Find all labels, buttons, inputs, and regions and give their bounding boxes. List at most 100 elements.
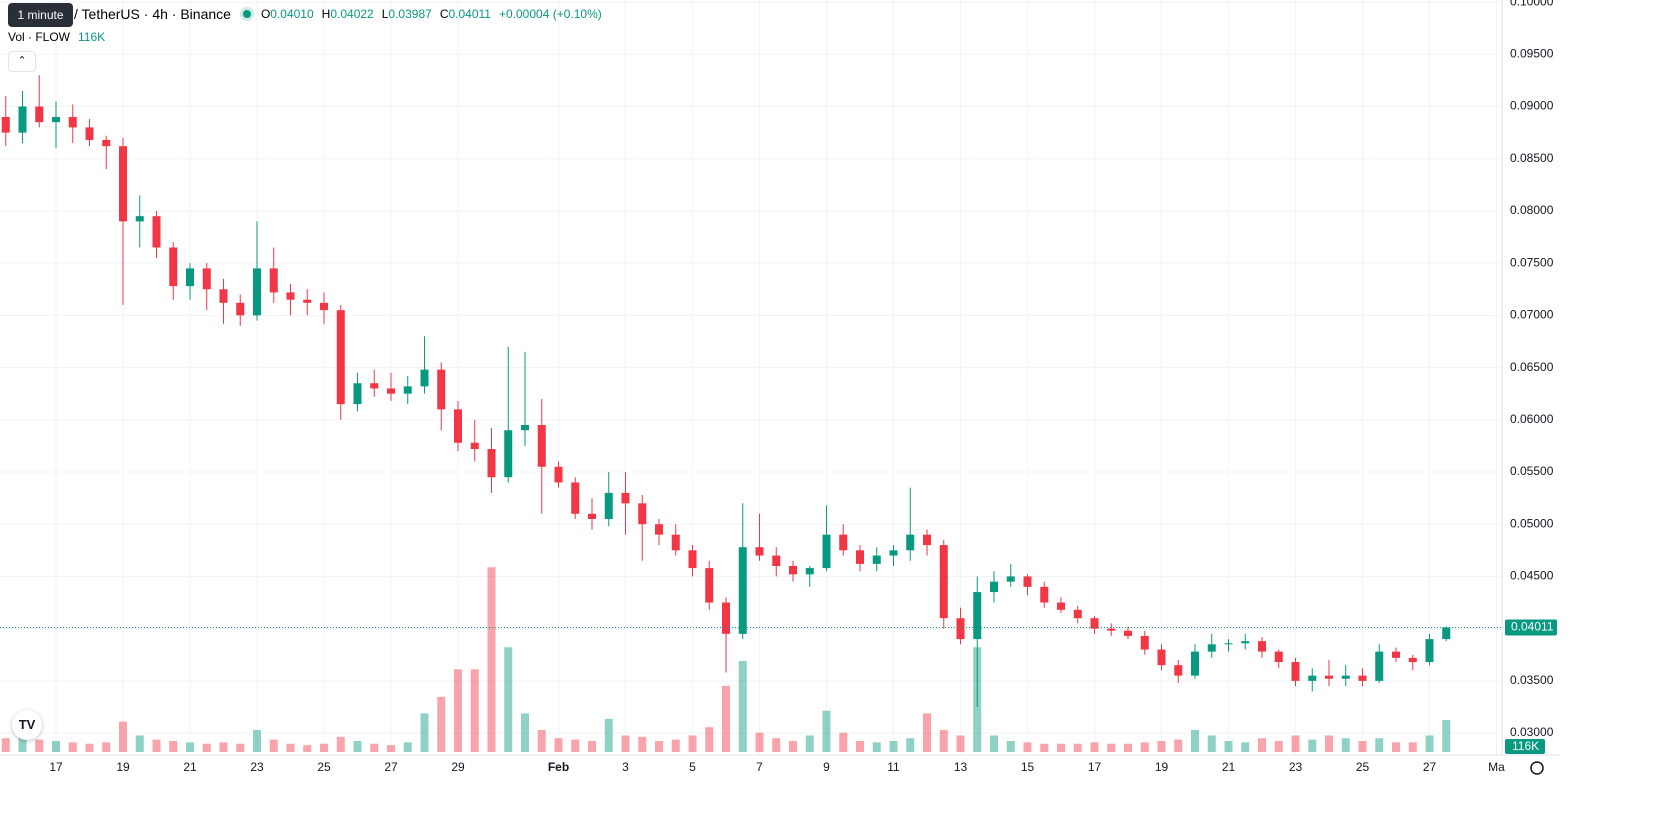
volume-axis-label: 116K xyxy=(1512,739,1539,753)
candle-body xyxy=(202,268,211,290)
candle-body xyxy=(738,547,747,634)
volume-bar xyxy=(135,735,144,752)
candle-body xyxy=(420,369,429,387)
volume-bar xyxy=(822,710,831,752)
volume-bar xyxy=(1325,735,1333,752)
volume-bar xyxy=(671,739,680,752)
x-tick-label: 13 xyxy=(954,760,968,774)
volume-bar xyxy=(604,718,613,752)
candle-body xyxy=(1174,665,1183,676)
candle-body xyxy=(638,503,647,525)
volume-bar xyxy=(1291,735,1300,752)
candle-body xyxy=(805,568,814,575)
logo: TV xyxy=(12,710,42,740)
volume-bar xyxy=(722,685,730,752)
candle-body xyxy=(671,534,680,551)
x-tick-label: Ma xyxy=(1488,760,1505,774)
candle-body xyxy=(1107,628,1116,631)
volume-bar xyxy=(1040,743,1049,752)
volume-bar xyxy=(1174,739,1183,752)
volume-bar xyxy=(437,696,446,752)
volume-bar xyxy=(504,647,513,752)
volume-box xyxy=(1505,739,1545,754)
c-label: C xyxy=(439,7,449,21)
candle-body xyxy=(18,106,27,133)
volume-bar xyxy=(990,735,998,752)
candle-body xyxy=(286,292,295,300)
candle-body xyxy=(906,534,915,551)
volume-bar xyxy=(487,567,496,752)
candle-body xyxy=(1073,609,1082,619)
volume-bar xyxy=(1124,743,1132,752)
volume-bar xyxy=(1358,740,1367,752)
candle-body xyxy=(253,268,261,316)
volume-bar xyxy=(571,739,580,752)
candle-body xyxy=(1274,651,1283,663)
volume-bar xyxy=(588,740,596,752)
candle-body xyxy=(403,386,412,394)
collapse-button[interactable]: ⌃ xyxy=(8,51,36,72)
volume-row: Vol · FLOW 116K xyxy=(8,30,105,44)
volume-bar xyxy=(119,721,127,752)
candle-body xyxy=(1207,644,1216,652)
volume-bar xyxy=(906,738,915,752)
y-tick-label: 0.04500 xyxy=(1510,569,1554,583)
candle-body xyxy=(789,565,797,575)
y-tick-label: 0.08000 xyxy=(1510,203,1554,217)
candle-body xyxy=(655,524,663,535)
volume-bar xyxy=(202,743,211,752)
volume-bar xyxy=(839,732,848,752)
candle-body xyxy=(990,581,998,593)
settings-icon[interactable] xyxy=(1530,761,1544,775)
candle-body xyxy=(303,299,312,303)
candle-body xyxy=(604,492,613,519)
y-tick-label: 0.06500 xyxy=(1510,360,1554,374)
volume-bar xyxy=(655,740,663,752)
change: +0.00004 (+0.10%) xyxy=(498,7,602,21)
volume-bar xyxy=(1140,742,1149,752)
x-tick-label: 11 xyxy=(887,760,900,774)
volume-bar xyxy=(1274,740,1283,752)
status-dot xyxy=(242,10,251,18)
volume-bar xyxy=(956,735,965,752)
candle-body xyxy=(269,268,278,293)
candle-body xyxy=(1090,618,1099,629)
candle-body xyxy=(102,139,111,147)
x-tick-label: 25 xyxy=(1356,760,1370,774)
volume-bar xyxy=(403,742,412,752)
candle-body xyxy=(353,383,362,405)
y-tick-label: 0.07000 xyxy=(1510,308,1554,322)
volume-bar xyxy=(1006,740,1015,752)
candle-body xyxy=(1408,657,1417,663)
candle-body xyxy=(1442,627,1451,640)
candle-body xyxy=(219,289,228,303)
volume-bar xyxy=(1073,743,1082,752)
volume-bar xyxy=(186,742,194,752)
tooltip: 1 minute xyxy=(8,3,73,27)
candle-body xyxy=(470,442,479,450)
candle-body xyxy=(688,550,697,569)
candle-body xyxy=(923,534,931,546)
volume-bar xyxy=(35,739,44,752)
x-tick-label: 17 xyxy=(1088,760,1102,774)
candle-body xyxy=(504,430,513,478)
candle-body xyxy=(1057,602,1065,610)
volume-bar xyxy=(521,713,529,752)
volume-bar xyxy=(1207,735,1216,752)
l-label: L xyxy=(381,7,389,21)
volume-bar xyxy=(320,743,328,752)
candle-body xyxy=(872,555,881,564)
volume-bar xyxy=(253,729,261,752)
volume-bar xyxy=(1107,743,1116,752)
candle-body xyxy=(336,310,345,405)
y-tick-label: 0.07500 xyxy=(1510,255,1554,269)
volume-bar xyxy=(1442,720,1451,752)
volume-bar xyxy=(169,740,178,752)
volume-bar xyxy=(705,727,714,752)
volume-value: 116K xyxy=(78,30,106,44)
volume-bar xyxy=(269,739,278,752)
candle-body xyxy=(1040,586,1049,603)
volume-bar xyxy=(1090,742,1099,752)
x-tick-label: 23 xyxy=(1289,760,1303,774)
